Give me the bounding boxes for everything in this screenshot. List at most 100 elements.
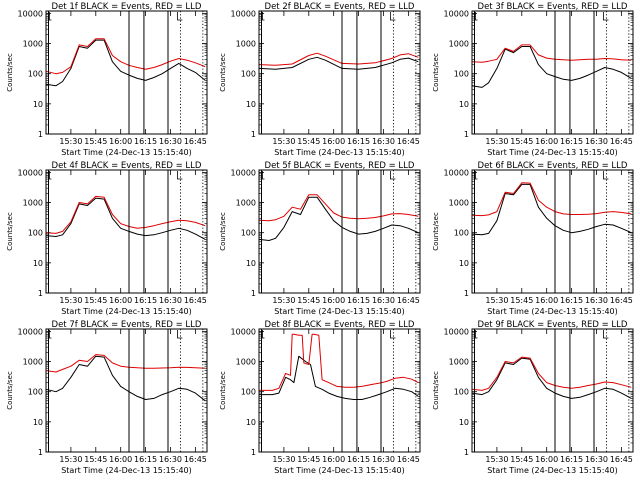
series-lld-red <box>258 52 419 66</box>
y-axis-label: Counts/sec <box>432 371 440 410</box>
y-tick-label: 10 <box>33 418 43 427</box>
plot-frame <box>471 10 634 135</box>
x-tick-label: 15:45 <box>297 137 320 146</box>
y-tick-label: 1 <box>38 289 43 298</box>
panel-title: Det 8f BLACK = Events, RED = LLD <box>265 320 415 330</box>
x-tick-label: 16:30 <box>585 455 608 464</box>
x-tick-label: 15:45 <box>84 296 107 305</box>
x-tick-label: 15:30 <box>485 455 508 464</box>
panel-title: Det 4f BLACK = Events, RED = LLD <box>52 161 202 171</box>
panel-title: Det 5f BLACK = Events, RED = LLD <box>265 161 415 171</box>
panel-title: Det 9f BLACK = Events, RED = LLD <box>478 320 628 330</box>
x-tick-label: 16:00 <box>322 137 345 146</box>
y-tick-label: 1 <box>251 130 256 139</box>
plot-frame <box>45 328 208 453</box>
y-tick-label: 1 <box>251 289 256 298</box>
series-events-black <box>258 56 419 70</box>
panel-title: Det 7f BLACK = Events, RED = LLD <box>52 320 202 330</box>
x-tick-label: 16:00 <box>535 137 558 146</box>
y-tick-label: 1000 <box>23 199 43 208</box>
flag-mark <box>262 171 265 180</box>
y-tick-label: 10 <box>33 100 43 109</box>
y-axis-label: Counts/sec <box>219 212 227 251</box>
y-tick-label: 10000 <box>231 9 256 18</box>
flag-mark <box>390 171 396 180</box>
flag-mark <box>475 330 478 339</box>
y-tick-label: 100 <box>241 70 256 79</box>
x-tick-label: 15:30 <box>59 296 82 305</box>
panel-det-1: Det 1f BLACK = Events, RED = LLD Counts/s… <box>6 2 208 157</box>
series-lld-red <box>45 354 206 373</box>
flag-mark <box>475 12 478 21</box>
x-tick-label: 15:45 <box>297 296 320 305</box>
panel-det-4: Det 4f BLACK = Events, RED = LLD Counts/s… <box>6 161 208 316</box>
series-lld-red <box>45 195 206 234</box>
x-tick-label: 15:30 <box>272 296 295 305</box>
y-tick-label: 10000 <box>18 168 43 177</box>
plot-frame <box>45 169 208 294</box>
y-tick-label: 10000 <box>444 9 469 18</box>
y-tick-label: 10 <box>246 100 256 109</box>
x-tick-label: 15:45 <box>297 455 320 464</box>
series-lld-red <box>471 44 632 63</box>
y-tick-label: 10 <box>459 418 469 427</box>
series-lld-red <box>259 333 419 391</box>
x-tick-label: 16:15 <box>134 296 157 305</box>
y-tick-label: 10000 <box>444 168 469 177</box>
flag-mark <box>177 12 183 21</box>
y-axis-label: Counts/sec <box>219 371 227 410</box>
y-tick-label: 1000 <box>236 358 256 367</box>
x-tick-label: 15:45 <box>510 296 533 305</box>
x-tick-label: 16:45 <box>184 296 207 305</box>
x-tick-label: 16:00 <box>109 137 132 146</box>
panel-title: Det 6f BLACK = Events, RED = LLD <box>478 161 628 171</box>
x-tick-label: 15:30 <box>59 455 82 464</box>
y-tick-label: 10 <box>33 259 43 268</box>
x-tick-label: 15:45 <box>510 455 533 464</box>
flag-mark <box>603 330 609 339</box>
y-tick-label: 1000 <box>449 358 469 367</box>
y-tick-label: 10 <box>459 100 469 109</box>
x-tick-label: 16:00 <box>322 296 345 305</box>
y-axis-label: Counts/sec <box>6 53 14 92</box>
x-tick-label: 16:45 <box>610 455 633 464</box>
flag-mark <box>49 330 52 339</box>
plot-frame <box>258 169 421 294</box>
flag-mark <box>49 171 52 180</box>
panel-title: Det 1f BLACK = Events, RED = LLD <box>52 2 202 12</box>
x-tick-label: 16:30 <box>372 455 395 464</box>
flag-mark <box>603 12 609 21</box>
y-tick-label: 1 <box>464 289 469 298</box>
x-tick-label: 16:00 <box>322 455 345 464</box>
panel-det-8: Det 8f BLACK = Events, RED = LLD Counts/s… <box>219 320 421 475</box>
x-tick-label: 16:15 <box>134 137 157 146</box>
x-tick-label: 15:45 <box>510 137 533 146</box>
y-tick-label: 1 <box>38 130 43 139</box>
y-tick-label: 100 <box>454 70 469 79</box>
x-tick-label: 16:30 <box>372 137 395 146</box>
x-tick-label: 16:45 <box>184 455 207 464</box>
y-tick-label: 1000 <box>236 199 256 208</box>
x-tick-label: 16:45 <box>397 137 420 146</box>
x-tick-label: 15:45 <box>84 455 107 464</box>
series-events-black <box>45 197 206 240</box>
x-axis-label: Start Time (24-Dec-13 15:15:40) <box>61 466 192 475</box>
series-events-black <box>471 183 632 236</box>
series-lld-red <box>258 194 419 222</box>
flag-mark <box>177 330 183 339</box>
x-axis-label: Start Time (24-Dec-13 15:15:40) <box>487 307 618 316</box>
y-tick-label: 100 <box>241 229 256 238</box>
x-axis-label: Start Time (24-Dec-13 15:15:40) <box>61 148 192 157</box>
y-tick-label: 1000 <box>23 358 43 367</box>
y-tick-label: 10 <box>459 259 469 268</box>
x-tick-label: 16:45 <box>397 296 420 305</box>
y-tick-label: 10000 <box>18 327 43 336</box>
x-tick-label: 15:30 <box>272 137 295 146</box>
x-tick-label: 16:00 <box>535 296 558 305</box>
panel-det-3: Det 3f BLACK = Events, RED = LLD Counts/s… <box>432 2 634 157</box>
series-events-black <box>259 355 419 400</box>
x-tick-label: 16:45 <box>184 137 207 146</box>
x-tick-label: 15:45 <box>84 137 107 146</box>
